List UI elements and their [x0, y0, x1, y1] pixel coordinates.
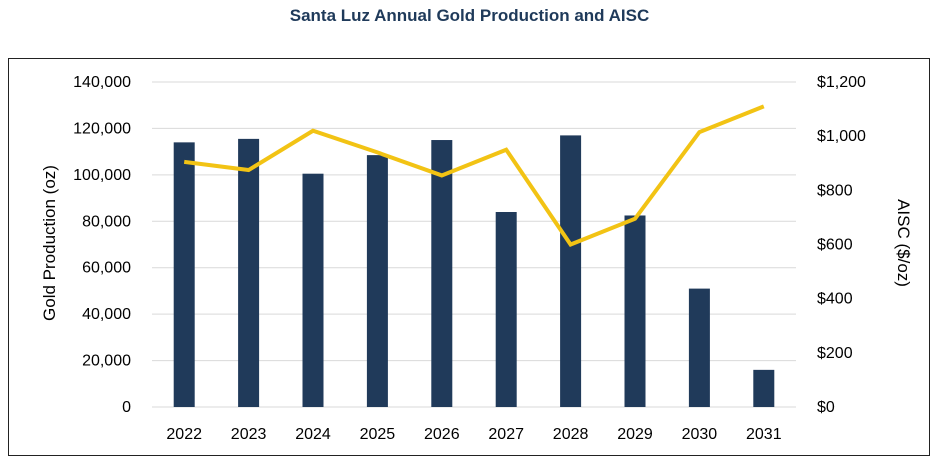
- x-tick-label: 2023: [231, 426, 267, 443]
- left-tick-label: 140,000: [73, 74, 131, 91]
- bar-2023: [238, 138, 260, 407]
- bar-2030: [688, 288, 710, 407]
- bar-2024: [302, 173, 324, 407]
- right-tick-label: $400: [817, 291, 853, 308]
- bar-2031: [753, 369, 775, 407]
- left-tick-label: 80,000: [82, 213, 131, 230]
- x-tick-label: 2029: [617, 426, 653, 443]
- bar-2026: [431, 140, 453, 408]
- x-axis-ticks: 2022 2023 2024 2025 2026 2027 2028 2029 2030 2031: [166, 426, 781, 443]
- bar-series: [173, 135, 775, 408]
- left-axis-ticks: 0 20,000 40,000 60,000 80,000 100,000 120,000 1…: [73, 74, 131, 416]
- left-tick-label: 120,000: [73, 120, 131, 137]
- right-tick-label: $1,000: [817, 128, 866, 145]
- bar-2027: [495, 212, 517, 407]
- x-tick-label: 2022: [166, 426, 202, 443]
- right-tick-label: $200: [817, 345, 853, 362]
- bar-2029: [624, 215, 646, 407]
- bar-2028: [560, 135, 582, 407]
- right-axis-title: AISC ($/oz): [894, 199, 913, 287]
- left-tick-label: 60,000: [82, 260, 131, 277]
- bar-2022: [173, 142, 195, 407]
- aisc-line: [183, 104, 765, 247]
- x-tick-label: 2024: [295, 426, 331, 443]
- left-axis-title: Gold Production (oz): [40, 165, 59, 321]
- x-tick-label: 2026: [424, 426, 460, 443]
- right-tick-label: $0: [817, 399, 835, 416]
- left-tick-label: 100,000: [73, 167, 131, 184]
- left-tick-label: 0: [122, 399, 131, 416]
- chart-title: Santa Luz Annual Gold Production and AIS…: [289, 6, 650, 25]
- left-tick-label: 40,000: [82, 306, 131, 323]
- left-tick-label: 20,000: [82, 353, 131, 370]
- line-series: [183, 104, 765, 247]
- x-tick-label: 2025: [360, 426, 396, 443]
- bar-2025: [366, 155, 388, 407]
- x-tick-label: 2030: [682, 426, 718, 443]
- x-tick-label: 2028: [553, 426, 589, 443]
- right-tick-label: $800: [817, 182, 853, 199]
- x-tick-label: 2031: [746, 426, 782, 443]
- right-tick-label: $600: [817, 237, 853, 254]
- gridlines: [152, 81, 796, 408]
- chart-frame: [8, 58, 930, 456]
- right-tick-label: $1,200: [817, 74, 866, 91]
- right-axis-ticks: $0 $200 $400 $600 $800 $1,000 $1,200: [817, 74, 866, 416]
- x-tick-label: 2027: [488, 426, 524, 443]
